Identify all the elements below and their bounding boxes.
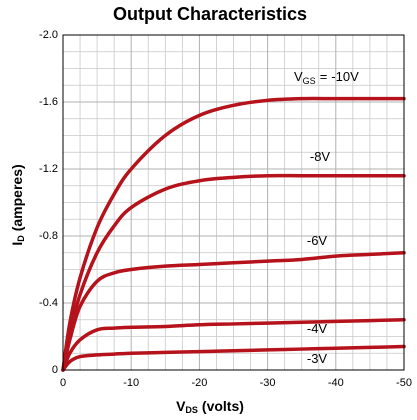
series-label: -6V — [307, 233, 328, 248]
y-axis-label: ID (amperes) — [9, 164, 27, 245]
y-tick-label: -0.4 — [39, 297, 58, 309]
series-label-sign: = — [320, 69, 328, 84]
curve — [61, 318, 406, 372]
x-label-symbol: V — [176, 398, 186, 414]
series-label: -3V — [307, 351, 328, 366]
y-tick-label: -1.6 — [39, 96, 58, 108]
series-label: -4V — [307, 321, 328, 336]
series-label-subscript: GS — [303, 76, 316, 86]
y-tick-label: -1.2 — [39, 163, 58, 175]
curve — [61, 173, 406, 372]
x-tick-label: -40 — [328, 377, 344, 389]
series-label: VGS = -10V — [294, 69, 359, 86]
y-tick-label: -0.8 — [39, 230, 58, 242]
curves — [61, 96, 406, 372]
series-label-name: -3V — [307, 351, 328, 366]
series-label-name: -6V — [307, 233, 328, 248]
x-label-text: (volts) — [202, 398, 244, 414]
grid — [62, 34, 405, 371]
x-tick-label: -50 — [396, 377, 412, 389]
x-tick-label: 0 — [60, 377, 66, 389]
curve — [61, 344, 406, 372]
x-tick-label: -10 — [123, 377, 139, 389]
y-label-subscript: D — [16, 235, 26, 242]
series-label: -8V — [310, 149, 331, 164]
x-tick-label: -30 — [260, 377, 276, 389]
series-label-name: -4V — [307, 321, 328, 336]
plot-frame — [62, 34, 405, 371]
x-label-subscript: DS — [185, 405, 198, 415]
curve — [61, 96, 406, 372]
chart-title: Output Characteristics — [113, 4, 307, 24]
y-tick-label: 0 — [52, 364, 58, 376]
y-label-symbol: I — [9, 242, 25, 246]
x-axis-label: VDS (volts) — [176, 398, 244, 416]
y-tick-label: -2.0 — [39, 29, 58, 41]
x-tick-label: -20 — [191, 377, 207, 389]
series-label-symbol: V — [294, 69, 303, 84]
series-label-name: -10V — [331, 69, 359, 84]
y-label-text: (amperes) — [9, 164, 25, 231]
series-label-name: -8V — [310, 149, 331, 164]
curve — [61, 251, 406, 372]
